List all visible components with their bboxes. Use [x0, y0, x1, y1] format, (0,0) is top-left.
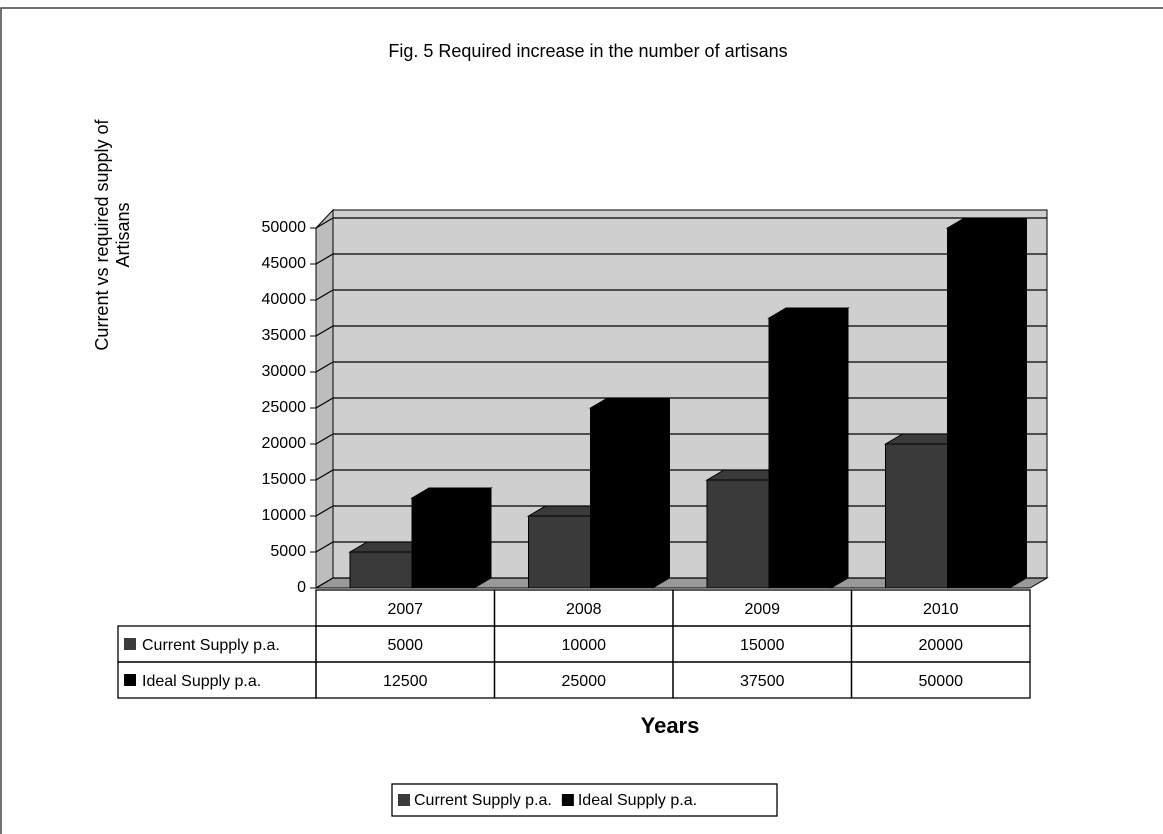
y-tick-label: 0	[297, 579, 306, 596]
table-cell	[850, 661, 1031, 699]
bar	[945, 217, 1029, 589]
x-tick-label: 2007	[387, 601, 423, 618]
grid-line	[315, 253, 1047, 265]
x-tick-label: 2009	[744, 601, 780, 618]
chart-title: Fig. 5 Required increase in the number o…	[388, 41, 787, 61]
table-row-label: Ideal Supply p.a.	[142, 673, 261, 690]
y-tick-label: 40000	[262, 291, 307, 308]
y-tick-label: 25000	[262, 399, 307, 416]
bar	[410, 487, 493, 589]
bar-face	[652, 397, 670, 589]
legend-label: Current Supply p.a.	[414, 792, 552, 809]
table-row-label: Current Supply p.a.	[142, 637, 280, 654]
bar	[588, 397, 672, 589]
bar-face	[1009, 217, 1027, 589]
bar-face	[411, 497, 475, 589]
bar-face	[947, 227, 1010, 589]
y-tick-label: 45000	[262, 255, 307, 272]
table-value: 50000	[919, 673, 964, 690]
table-value: 25000	[562, 673, 607, 690]
y-tick-label: 35000	[262, 327, 307, 344]
bar-face	[885, 443, 948, 589]
y-tick-label: 15000	[262, 471, 307, 488]
bar-face	[768, 317, 832, 589]
bar-face	[528, 515, 591, 589]
x-tick-label: 2008	[566, 601, 602, 618]
y-tick-label: 5000	[270, 543, 306, 560]
bar	[767, 307, 850, 589]
y-tick-label: 20000	[262, 435, 307, 452]
table-value: 12500	[383, 673, 428, 690]
legend-label: Ideal Supply p.a.	[578, 792, 697, 809]
grid-line	[315, 217, 1047, 229]
table-value: 10000	[562, 637, 607, 654]
table-legend-key	[124, 638, 136, 650]
legend-box	[391, 783, 778, 817]
bar-face	[473, 487, 492, 589]
table-legend-key	[124, 674, 136, 686]
table-value: 5000	[387, 637, 423, 654]
y-tick-label: 10000	[262, 507, 307, 524]
y-tick-label: 50000	[262, 219, 307, 236]
bar-face	[349, 551, 413, 589]
table-value: 37500	[740, 673, 785, 690]
table-value: 20000	[919, 637, 964, 654]
table-value: 15000	[740, 637, 785, 654]
y-tick-label: 30000	[262, 363, 307, 380]
x-tick-label: 2010	[923, 601, 959, 618]
legend-key	[398, 794, 410, 806]
table-cell	[117, 661, 317, 699]
bar-face	[830, 307, 849, 589]
grid-line	[315, 289, 1047, 301]
x-axis-label: Years	[641, 713, 700, 738]
legend-key	[561, 794, 574, 806]
bar-face	[706, 479, 770, 589]
y-axis-label: Current vs required supply of Artisans	[92, 119, 133, 351]
frame	[0, 7, 1163, 834]
bar-face	[590, 407, 653, 589]
